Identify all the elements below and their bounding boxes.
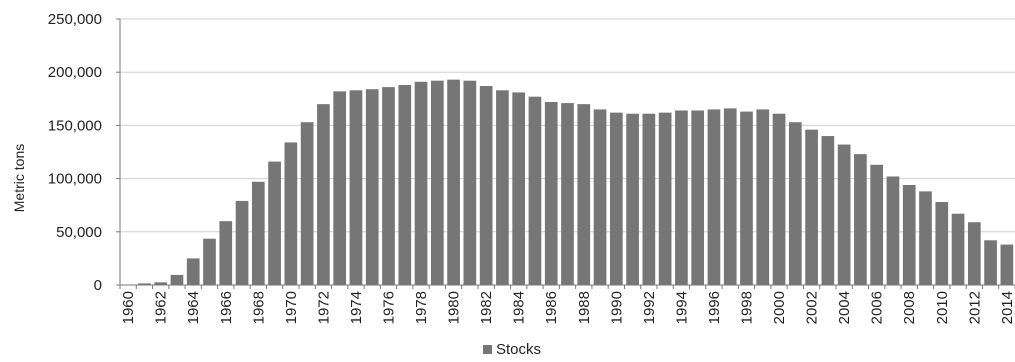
x-tick-label: 2004: [836, 291, 853, 324]
bar: [349, 90, 363, 285]
bar: [854, 154, 867, 285]
bar: [919, 191, 932, 285]
bar: [251, 181, 265, 285]
bar: [447, 79, 460, 286]
x-tick-label: 1986: [543, 291, 560, 324]
bar: [935, 202, 949, 285]
bar: [496, 90, 509, 285]
bar: [593, 109, 607, 285]
bar: [382, 87, 395, 285]
bar: [772, 113, 786, 285]
x-tick-label: 1984: [511, 291, 528, 324]
bar: [626, 113, 639, 285]
bar: [609, 112, 623, 285]
bar: [414, 81, 428, 285]
y-tick-label: 0: [94, 277, 102, 294]
x-axis-ticks: 1960 1962 1964 1966 1968 1970 1972 1974 1976 1978…: [119, 285, 1015, 324]
bar: [430, 80, 444, 286]
bars: [138, 79, 1014, 286]
bar: [870, 164, 884, 285]
x-tick-label: 1960: [120, 291, 137, 324]
bar: [984, 240, 997, 285]
bar: [154, 282, 168, 285]
x-tick-label: 2012: [966, 291, 983, 324]
bar: [235, 200, 249, 285]
bar: [707, 109, 721, 285]
x-tick-label: 1980: [446, 291, 463, 324]
y-tick-label: 100,000: [48, 171, 102, 188]
x-tick-label: 1996: [706, 291, 723, 324]
bar: [561, 103, 574, 285]
y-tick-label: 50,000: [56, 224, 102, 241]
bar: [170, 274, 184, 285]
bar: [740, 111, 753, 285]
x-tick-label: 2008: [901, 291, 918, 324]
x-tick-label: 1998: [739, 291, 756, 324]
bar: [756, 109, 770, 285]
bar: [317, 104, 330, 286]
bar: [186, 258, 200, 285]
y-tick-label: 150,000: [48, 117, 102, 134]
x-tick-label: 1994: [673, 291, 690, 324]
bar: [479, 86, 493, 285]
bar: [268, 161, 281, 285]
x-tick-label: 1972: [315, 291, 332, 324]
bar: [951, 213, 965, 285]
bar: [805, 129, 818, 285]
bar: [544, 101, 558, 286]
bar: [138, 283, 151, 285]
bar: [284, 142, 298, 285]
bar: [691, 110, 705, 285]
bar: [512, 92, 526, 285]
x-tick-label: 2002: [804, 291, 821, 324]
x-tick-label: 1988: [576, 291, 593, 324]
bar: [300, 122, 314, 286]
bar: [902, 184, 916, 285]
y-axis-label: Metric tons: [11, 144, 27, 212]
bar: [967, 222, 981, 285]
y-tick-label: 250,000: [48, 11, 102, 28]
x-tick-label: 2006: [869, 291, 886, 324]
legend: Stocks: [483, 341, 541, 358]
bar: [658, 112, 672, 285]
bar: [642, 113, 656, 285]
bar: [203, 238, 216, 285]
bar: [821, 136, 835, 285]
x-tick-label: 1990: [608, 291, 625, 324]
bar: [788, 122, 802, 286]
bar: [398, 84, 412, 285]
bar: [219, 221, 233, 285]
x-tick-label: 2000: [771, 291, 788, 324]
bar: [675, 110, 688, 285]
y-axis-ticks: 0 50,000 100,000 150,000 200,000 250,000: [48, 11, 120, 294]
x-tick-label: 1966: [218, 291, 235, 324]
bar: [333, 91, 347, 285]
x-tick-label: 1964: [185, 291, 202, 324]
bar: [886, 176, 900, 285]
bar: [528, 96, 542, 285]
y-tick-label: 200,000: [48, 64, 102, 81]
x-tick-label: 1992: [641, 291, 658, 324]
x-tick-label: 2014: [999, 291, 1015, 324]
bar: [723, 108, 737, 285]
x-tick-label: 1976: [381, 291, 398, 324]
x-tick-label: 1974: [348, 291, 365, 324]
bar: [1000, 244, 1014, 285]
x-tick-label: 1968: [250, 291, 267, 324]
x-tick-label: 1970: [283, 291, 300, 324]
x-tick-label: 1962: [153, 291, 170, 324]
x-tick-label: 1978: [413, 291, 430, 324]
bar: [463, 80, 477, 286]
bar: [837, 144, 851, 285]
bar: [365, 89, 379, 285]
x-tick-label: 1982: [478, 291, 495, 324]
legend-label: Stocks: [496, 341, 541, 358]
bar: [577, 104, 591, 286]
x-tick-label: 2010: [934, 291, 951, 324]
legend-swatch: [483, 345, 492, 354]
